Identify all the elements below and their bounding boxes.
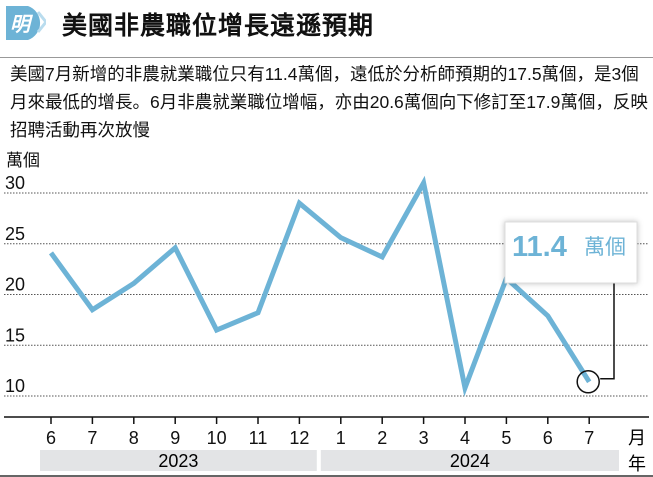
x-tick-label: 6 xyxy=(46,428,56,448)
x-tick-label: 7 xyxy=(584,428,594,448)
x-tick-label: 5 xyxy=(501,428,511,448)
y-tick-label: 10 xyxy=(5,376,25,396)
y-tick-label: 25 xyxy=(5,224,25,244)
ming-pao-logo: 明 xyxy=(6,6,46,40)
x-axis-month-label: 月 xyxy=(628,428,646,448)
x-tick-label: 1 xyxy=(336,428,346,448)
x-axis-year-label: 年 xyxy=(628,454,646,474)
year-label: 2024 xyxy=(450,451,490,471)
highlight-circle xyxy=(576,370,600,394)
annotation-connector xyxy=(600,283,615,380)
x-tick-label: 9 xyxy=(170,428,180,448)
y-tick-label: 30 xyxy=(5,173,25,193)
lead-paragraph: 美國7月新增的非農就業職位只有11.4萬個，遠低於分析師預期的17.5萬個，是3… xyxy=(10,64,648,140)
bottom-rule xyxy=(0,475,653,477)
x-tick-label: 4 xyxy=(460,428,470,448)
y-tick-label: 20 xyxy=(5,275,25,295)
annotation-box xyxy=(504,221,638,284)
page-title: 美國非農職位增長遠遜預期 xyxy=(62,12,375,40)
annotation-unit: 萬個 xyxy=(584,236,626,259)
annotation-value: 11.4 xyxy=(512,231,567,263)
divider xyxy=(0,57,653,58)
year-band xyxy=(40,450,317,471)
x-tick-label: 11 xyxy=(249,428,268,448)
x-tick-label: 8 xyxy=(129,428,139,448)
x-tick-label: 7 xyxy=(87,428,97,448)
logo-text: 明 xyxy=(10,14,34,36)
x-tick-label: 6 xyxy=(543,428,553,448)
data-line xyxy=(48,175,592,397)
y-axis-unit: 萬個 xyxy=(6,151,40,170)
x-tick-label: 2 xyxy=(377,428,387,448)
x-tick-label: 12 xyxy=(289,428,309,448)
x-tick-label: 10 xyxy=(207,428,227,448)
year-band xyxy=(320,450,619,471)
year-label: 2023 xyxy=(158,451,198,471)
x-tick-label: 3 xyxy=(419,428,429,448)
y-tick-label: 15 xyxy=(5,325,25,345)
